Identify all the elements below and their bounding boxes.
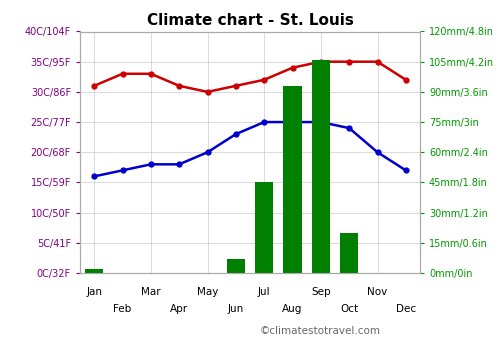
Text: Sep: Sep	[311, 287, 330, 297]
Text: Jun: Jun	[228, 304, 244, 315]
Text: Jul: Jul	[258, 287, 270, 297]
Bar	[85, 269, 103, 273]
Text: Nov: Nov	[368, 287, 388, 297]
Text: Jan: Jan	[86, 287, 102, 297]
Text: Aug: Aug	[282, 304, 302, 315]
Text: Oct: Oct	[340, 304, 358, 315]
Text: Apr: Apr	[170, 304, 188, 315]
Title: Climate chart - St. Louis: Climate chart - St. Louis	[146, 13, 354, 28]
Text: Feb: Feb	[114, 304, 132, 315]
Text: May: May	[197, 287, 218, 297]
Text: Dec: Dec	[396, 304, 416, 315]
Bar	[284, 86, 302, 273]
Text: Mar: Mar	[141, 287, 161, 297]
Bar	[312, 60, 330, 273]
Text: ©climatestotravel.com: ©climatestotravel.com	[260, 326, 381, 336]
Bar	[226, 259, 245, 273]
Bar	[340, 233, 358, 273]
Bar	[255, 182, 274, 273]
